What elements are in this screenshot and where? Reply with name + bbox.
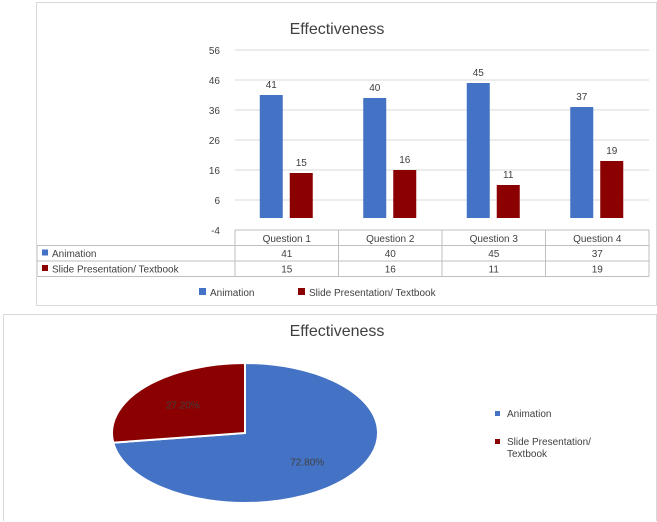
pie-chart: Effectiveness 72.80% 27.20% Animation Slid…	[111, 323, 591, 504]
legend-label: Animation	[210, 288, 254, 299]
legend-label: Slide Presentation/Textbook	[507, 437, 591, 460]
bar	[466, 83, 490, 218]
pie-chart-title: Effectiveness	[290, 323, 385, 340]
pie-slice	[111, 361, 246, 444]
legend-key	[495, 439, 500, 444]
x-category-label: Question 4	[573, 234, 622, 245]
data-label: 16	[399, 155, 411, 166]
table-series-name: Slide Presentation/ Textbook	[52, 265, 180, 276]
x-category-label: Question 2	[366, 234, 415, 245]
data-label: 11	[503, 170, 514, 181]
y-tick-label: 36	[209, 106, 221, 117]
bar	[496, 185, 520, 218]
data-label: 40	[369, 83, 381, 94]
table-cell: 15	[281, 265, 293, 276]
legend-key	[298, 288, 305, 295]
table-cell: 40	[385, 249, 397, 260]
bar	[363, 98, 387, 218]
table-legend-key	[42, 249, 48, 256]
bar-chart: Effectiveness 56 46 36 26 16 6 -4 41 40 45 37 15 16…	[37, 21, 650, 299]
data-label: 37	[576, 92, 588, 103]
bar	[570, 107, 594, 218]
y-tick-label: 56	[209, 46, 221, 57]
bar	[259, 95, 283, 218]
pie-data-label: 27.20%	[166, 401, 200, 412]
data-label: 45	[473, 68, 485, 79]
legend-key	[495, 411, 500, 416]
pie-chart-panel: Effectiveness 72.80% 27.20% Animation Slid…	[3, 314, 657, 521]
y-tick-label: 26	[209, 136, 221, 147]
legend-label: Animation	[507, 409, 551, 420]
table-cell: 37	[592, 249, 604, 260]
table-cell: 19	[592, 265, 604, 276]
y-tick-label: -4	[211, 226, 220, 237]
table-cell: 45	[488, 249, 500, 260]
table-cell: 16	[385, 265, 397, 276]
bar	[600, 161, 624, 218]
bar-chart-panel: Effectiveness 56 46 36 26 16 6 -4 41 40 45 37 15 16…	[36, 2, 657, 306]
data-label: 19	[606, 146, 618, 157]
bar	[393, 170, 417, 218]
pie-data-label: 72.80%	[290, 457, 324, 468]
y-tick-label: 6	[214, 196, 220, 207]
x-category-label: Question 1	[263, 234, 312, 245]
table-legend-key	[42, 265, 48, 271]
y-tick-label: 16	[209, 166, 221, 177]
bar	[289, 173, 313, 218]
legend-key	[199, 288, 206, 295]
y-tick-label: 46	[209, 76, 221, 87]
x-category-label: Question 3	[470, 234, 519, 245]
bar-chart-title: Effectiveness	[290, 21, 385, 38]
data-label: 41	[266, 80, 278, 91]
data-label: 15	[296, 158, 308, 169]
table-cell: 11	[489, 265, 500, 276]
legend-label: Slide Presentation/ Textbook	[309, 288, 437, 299]
table-cell: 41	[281, 249, 293, 260]
table-series-name: Animation	[52, 249, 96, 260]
